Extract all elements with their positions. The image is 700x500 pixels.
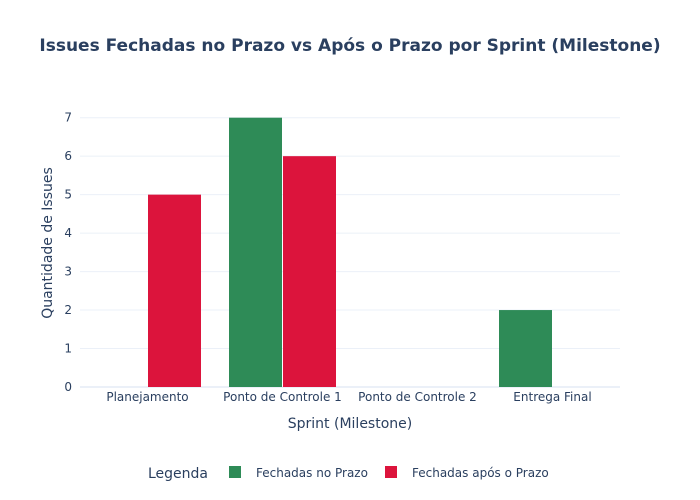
- y-tick-label: 4: [64, 226, 72, 240]
- y-tick-label: 3: [64, 265, 72, 279]
- legend-swatch: [229, 466, 241, 478]
- y-tick-label: 7: [64, 111, 72, 125]
- chart-title: Issues Fechadas no Prazo vs Após o Prazo…: [39, 36, 660, 56]
- legend-label: Fechadas após o Prazo: [412, 466, 549, 480]
- y-tick-label: 1: [64, 342, 72, 356]
- x-tick-label: Entrega Final: [513, 390, 591, 404]
- y-tick-label: 6: [64, 149, 72, 163]
- x-tick-label: Ponto de Controle 1: [223, 390, 342, 404]
- y-axis-title: Quantidade de Issues: [40, 167, 56, 319]
- bar-on-time-1: [229, 117, 282, 387]
- x-axis-ticks: Planejamento Ponto de Controle 1 Ponto de …: [106, 390, 591, 404]
- legend-items: Fechadas no Prazo Fechadas após o Prazo: [229, 466, 549, 480]
- bar-on-time-3: [499, 310, 552, 387]
- legend-swatch: [385, 466, 397, 478]
- legend: Legenda Fechadas no Prazo Fechadas após o…: [148, 466, 549, 482]
- y-tick-label: 0: [64, 380, 72, 394]
- x-tick-label: Ponto de Controle 2: [358, 390, 477, 404]
- y-tick-label: 2: [64, 303, 72, 317]
- legend-label: Fechadas no Prazo: [256, 466, 368, 480]
- x-tick-label: Planejamento: [106, 390, 188, 404]
- bars: [148, 117, 552, 387]
- bar-late-0: [148, 194, 201, 387]
- x-axis-title: Sprint (Milestone): [288, 416, 412, 432]
- y-tick-label: 5: [64, 188, 72, 202]
- y-axis-ticks: 0 1 2 3 4 5 6 7: [64, 111, 72, 394]
- legend-title: Legenda: [148, 466, 208, 482]
- bar-late-1: [283, 156, 336, 387]
